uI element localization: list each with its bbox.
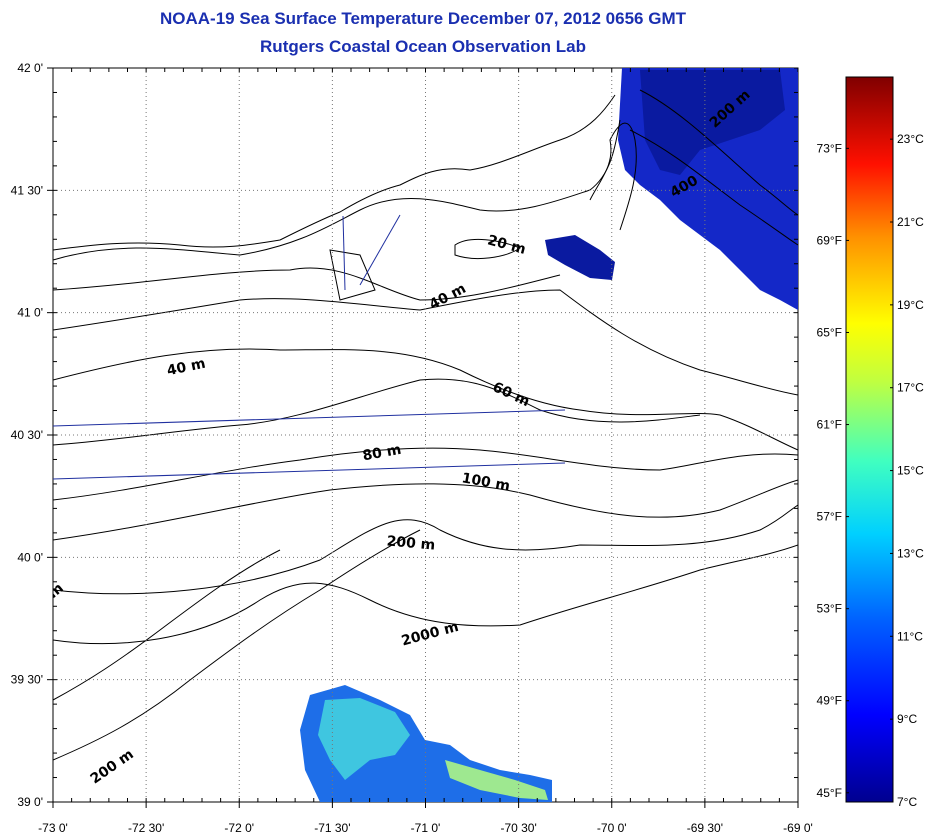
contour-80m: [53, 447, 798, 501]
colorbar-c-label: 17°C: [897, 381, 924, 395]
contour-shelf-south: [53, 549, 281, 701]
colorbar-f-label: 49°F: [817, 694, 842, 708]
scan-line-lower: [53, 462, 566, 480]
colorbar-c-label: 15°C: [897, 464, 924, 478]
coast-martha-vineyard: [454, 239, 522, 260]
isobath-contours: [53, 89, 798, 761]
coast-cape-cod: [589, 122, 637, 231]
colorbar-f-label: 57°F: [817, 510, 842, 524]
sst-data-layer: [300, 68, 798, 802]
coastline: [53, 94, 637, 301]
coast-long-island-sound: [53, 94, 616, 251]
lon-tick-label: -69 0': [783, 821, 813, 835]
coast-block-island: [329, 249, 376, 301]
colorbar: 7°C 9°C 11°C 13°C 15°C 17°C 19°C 21°C 23°C 45°F 49…: [817, 76, 925, 809]
contour-40m-inner: [53, 289, 798, 396]
lat-tick-label: 40 0': [17, 550, 43, 564]
isobath-label: 40 m: [166, 356, 207, 380]
lat-tick-label: 39 0': [17, 795, 43, 809]
sst-patch-gulf-stream-cyan: [318, 698, 410, 780]
lon-tick-label: -71 30': [314, 821, 350, 835]
lon-tick-label: -69 30': [687, 821, 723, 835]
sst-patch-gulf-stream-green: [445, 760, 548, 800]
contour-40m-outer: [53, 348, 798, 451]
scan-line-upper: [53, 409, 566, 427]
contour-2000m: [53, 544, 798, 645]
contour-200m: [53, 504, 798, 595]
contour-100m: [53, 479, 798, 541]
sst-patch-gulf-of-maine-deep: [640, 70, 785, 175]
map-title: NOAA-19 Sea Surface Temperature December…: [160, 9, 686, 28]
contour-20m: [53, 267, 561, 301]
colorbar-c-label: 11°C: [897, 629, 923, 643]
graticule: [53, 68, 798, 802]
lat-tick-label: 39 30': [11, 673, 43, 687]
lat-tick-label: 41 0': [17, 306, 43, 320]
isobath-label: 200 m: [386, 533, 436, 553]
map-ticks: -73 0' -72 30' -72 0' -71 30' -71 0' -70 30' -…: [11, 61, 813, 835]
colorbar-c-label: 9°C: [897, 712, 917, 726]
colorbar-f-label: 61°F: [817, 418, 842, 432]
lon-tick-label: -72 30': [128, 821, 164, 835]
sst-patch-nantucket: [545, 235, 615, 280]
lat-tick-label: 40 30': [11, 428, 43, 442]
colorbar-gradient: [845, 76, 894, 803]
isobath-label: 80 m: [361, 442, 402, 465]
scan-lines: [53, 214, 566, 480]
contour-200m-south: [53, 529, 421, 761]
colorbar-c-label: 21°C: [897, 215, 924, 229]
contour-gom-2: [629, 129, 798, 246]
colorbar-f-label: 65°F: [817, 325, 842, 339]
colorbar-f-label: 73°F: [817, 141, 842, 155]
colorbar-f-label: 69°F: [817, 233, 842, 247]
map-subtitle: Rutgers Coastal Ocean Observation Lab: [260, 37, 586, 56]
lat-tick-label: 41 30': [11, 183, 43, 197]
scan-line-diag-2: [359, 214, 401, 286]
lon-tick-label: -72 0': [224, 821, 254, 835]
contour-60m: [53, 378, 701, 446]
colorbar-c-label: 13°C: [897, 546, 924, 560]
lon-tick-label: -73 0': [38, 821, 68, 835]
colorbar-c-label: 7°C: [897, 795, 917, 809]
lon-tick-label: -70 30': [500, 821, 536, 835]
lat-tick-label: 42 0': [17, 61, 43, 75]
lon-tick-label: -70 0': [597, 821, 627, 835]
lon-tick-label: -71 0': [411, 821, 441, 835]
scan-line-diag-1: [342, 215, 346, 291]
colorbar-f-label: 53°F: [817, 602, 842, 616]
colorbar-f-label: 45°F: [817, 786, 842, 800]
colorbar-c-label: 19°C: [897, 298, 924, 312]
contour-gom-1: [639, 89, 798, 216]
colorbar-labels: 7°C 9°C 11°C 13°C 15°C 17°C 19°C 21°C 23°C 45°F 49…: [817, 132, 925, 809]
colorbar-c-label: 23°C: [897, 132, 924, 146]
